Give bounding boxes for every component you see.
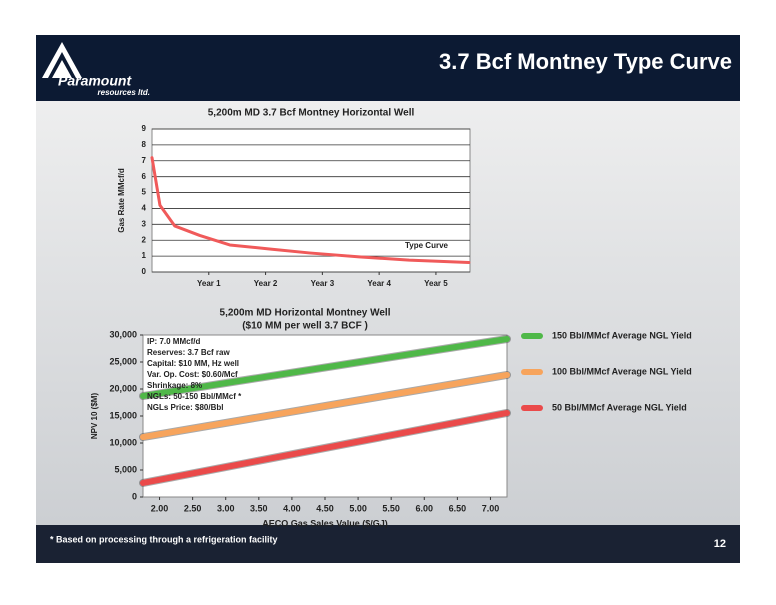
annotation: Reserves: 3.7 Bcf raw: [147, 348, 230, 357]
y-tick-label: 7: [142, 156, 147, 165]
x-tick-label: 5.00: [349, 503, 367, 513]
footer-bar: [36, 525, 740, 563]
annotation: IP: 7.0 MMcf/d: [147, 337, 200, 346]
x-tick-label: 3.00: [217, 503, 235, 513]
annotation: NGLs: 50-150 Bbl/MMcf *: [147, 392, 242, 401]
y-tick-label: 2: [142, 235, 147, 244]
slide-title: 3.7 Bcf Montney Type Curve: [439, 49, 732, 74]
x-tick-label: 2.50: [184, 503, 202, 513]
x-tick-label: Year 1: [197, 279, 221, 288]
series-line: [140, 371, 510, 441]
x-tick-label: Year 3: [311, 279, 335, 288]
x-tick-label: 2.00: [151, 503, 169, 513]
y-tick-label: 30,000: [109, 329, 137, 339]
x-tick-label: Year 5: [424, 279, 448, 288]
x-axis-label: AECO Gas Sales Value ($/GJ): [262, 518, 388, 528]
x-tick-label: 7.00: [482, 503, 500, 513]
logo-name: Paramount: [58, 73, 132, 89]
y-tick-label: 25,000: [109, 356, 137, 366]
y-tick-label: 5,000: [114, 464, 137, 474]
annotation: Capital: $10 MM, Hz well: [147, 359, 239, 368]
legend-label: 50 Bbl/MMcf Average NGL Yield: [552, 402, 687, 412]
x-tick-label: Year 4: [367, 279, 391, 288]
y-tick-label: 8: [142, 140, 147, 149]
page-number: 12: [714, 538, 726, 550]
y-tick-label: 0: [132, 491, 137, 501]
logo: Paramount resources ltd.: [42, 42, 150, 97]
series-line: [140, 409, 510, 486]
chart-title: 5,200m MD Horizontal Montney Well: [220, 308, 391, 319]
y-tick-label: 20,000: [109, 383, 137, 393]
y-axis-label: Gas Rate MMcf/d: [117, 168, 126, 233]
annotation: Type Curve: [405, 241, 449, 250]
x-tick-label: 3.50: [250, 503, 268, 513]
annotation: NGLs Price: $80/Bbl: [147, 403, 223, 412]
y-tick-label: 4: [142, 204, 147, 213]
footnote: * Based on processing through a refriger…: [50, 534, 278, 544]
y-tick-label: 9: [142, 124, 147, 133]
x-tick-label: 4.00: [283, 503, 301, 513]
series-line: [150, 156, 471, 264]
y-tick-label: 10,000: [109, 437, 137, 447]
header-bar: [36, 35, 740, 101]
chart-title: 5,200m MD 3.7 Bcf Montney Horizontal Wel…: [208, 108, 415, 119]
plot-area: [151, 128, 471, 273]
y-tick-label: 1: [142, 251, 147, 260]
chart-title: ($10 MM per well 3.7 BCF ): [242, 321, 368, 332]
y-tick-label: 15,000: [109, 410, 137, 420]
y-tick-label: 5: [142, 188, 147, 197]
legend-label: 100 Bbl/MMcf Average NGL Yield: [552, 366, 692, 376]
x-tick-label: 6.00: [416, 503, 434, 513]
annotation: Shrinkage: 8%: [147, 381, 202, 390]
annotation: Var. Op. Cost: $0.60/Mcf: [147, 370, 238, 379]
y-tick-label: 6: [142, 172, 147, 181]
x-tick-label: 5.50: [382, 503, 400, 513]
x-tick-label: 4.50: [316, 503, 334, 513]
series-line: [140, 335, 510, 400]
y-tick-label: 0: [142, 267, 147, 276]
x-tick-label: Year 2: [254, 279, 278, 288]
y-tick-label: 3: [142, 219, 147, 228]
y-axis-label: NPV 10 ($M): [90, 393, 99, 440]
legend-label: 150 Bbl/MMcf Average NGL Yield: [552, 330, 692, 340]
logo-sub: resources ltd.: [98, 88, 150, 97]
x-tick-label: 6.50: [449, 503, 467, 513]
